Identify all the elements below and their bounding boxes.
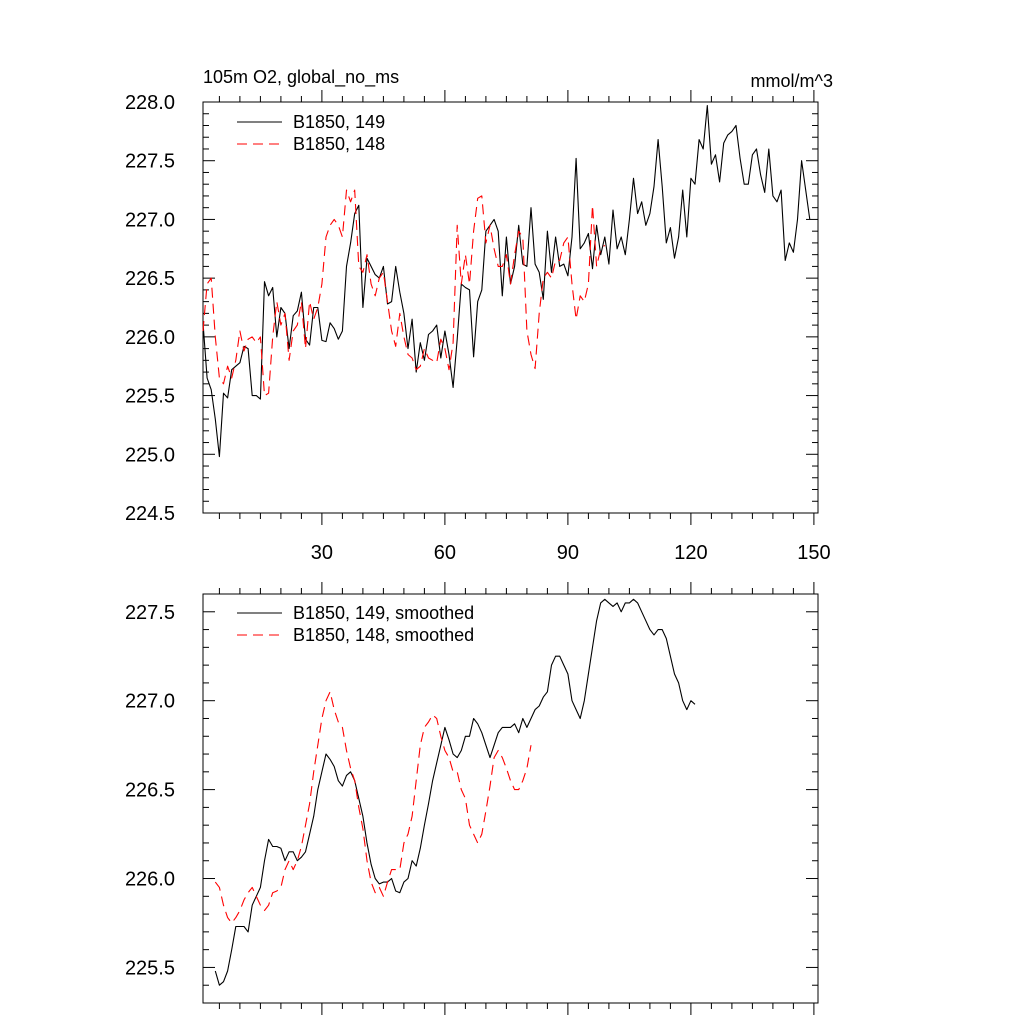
y-tick-label: 227.0 [125,691,175,713]
legend: B1850, 149, smoothed B1850, 148, smoothe… [237,603,474,645]
y-tick-label: 227.0 [125,209,175,231]
tick-layer: 30 60 90 120 150 224.5 225.0 225.5 226.0 226.5 227… [125,90,831,564]
x-tick-label: 30 [311,542,333,564]
y-tick-label: 225.5 [125,957,175,979]
series-layer [202,104,811,458]
y-tick-label: 226.5 [125,780,175,802]
legend: B1850, 149 B1850, 148 [237,112,385,154]
chart-title: 105m O2, global_no_ms [203,67,399,88]
series-line-2 [202,189,606,397]
y-tick-label: 228.0 [125,92,175,114]
x-tick-label: 150 [797,542,830,564]
legend-label-series-2: B1850, 148, smoothed [293,625,474,645]
plot-frame [202,593,819,1004]
x-tick-label: 60 [434,542,456,564]
x-tick-label: 90 [557,542,579,564]
y-tick-label: 225.0 [125,444,175,466]
legend-label-series-2: B1850, 148 [293,134,385,154]
tick-layer: 225.5 226.0 226.5 227.0 227.5 [125,582,818,1015]
y-tick-label: 227.5 [125,151,175,173]
chart-units: mmol/m^3 [751,71,833,91]
bottom-chart: 225.5 226.0 226.5 227.0 227.5 B1850, 149, sm… [125,582,819,1015]
series-line-1 [202,104,811,458]
legend-label-series-1: B1850, 149 [293,112,385,132]
y-tick-label: 225.5 [125,386,175,408]
y-tick-label: 226.0 [125,327,175,349]
series-line-2 [214,691,532,924]
legend-label-series-1: B1850, 149, smoothed [293,603,474,623]
y-tick-label: 226.0 [125,869,175,891]
y-tick-label: 226.5 [125,268,175,290]
series-layer [214,598,696,986]
y-tick-label: 224.5 [125,503,175,525]
plot-frame [202,101,819,514]
x-tick-label: 120 [674,542,707,564]
y-tick-label: 227.5 [125,602,175,624]
series-line-1 [214,598,696,986]
top-chart: 105m O2, global_no_ms mmol/m^3 30 60 90 120… [125,67,833,564]
